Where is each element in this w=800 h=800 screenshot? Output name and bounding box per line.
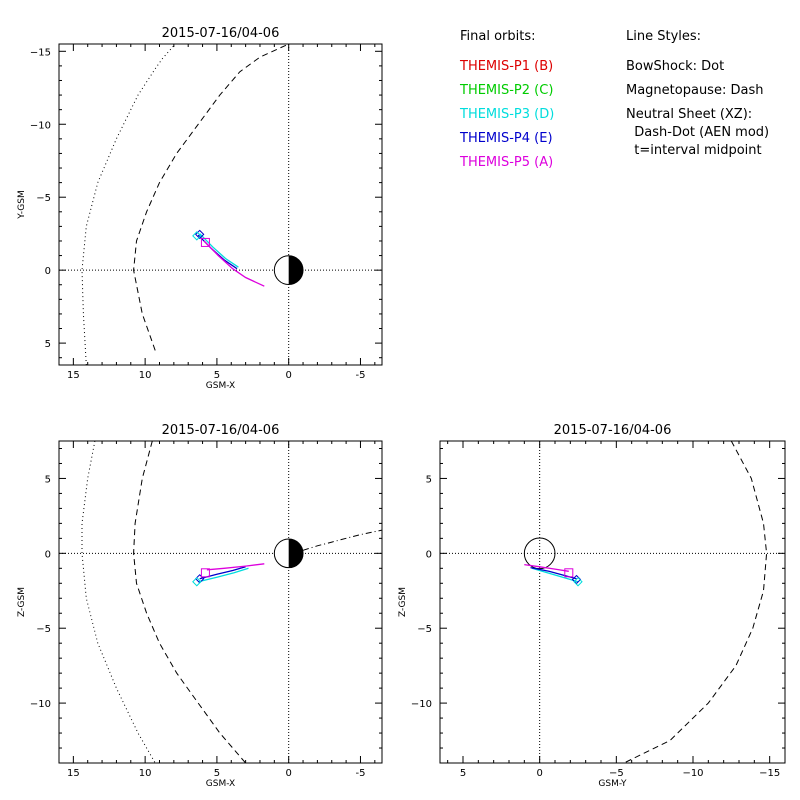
orbit-themis-p3-d [199, 233, 239, 268]
x-tick-label: 0 [286, 768, 292, 779]
y-tick-label: 5 [45, 474, 51, 485]
x-axis-label: GSM-X [206, 779, 235, 789]
legend-probe: THEMIS-P1 (B) [459, 59, 553, 74]
earth-nightside [288, 255, 304, 285]
x-axis-label: GSM-X [206, 381, 235, 391]
y-tick-label: −10 [30, 120, 51, 131]
x-tick-label: 15 [67, 370, 80, 381]
plot-frame [58, 43, 383, 366]
y-tick-label: −15 [30, 47, 51, 58]
legend-style: Magnetopause: Dash [626, 83, 763, 98]
legend-probe: THEMIS-P4 (E) [459, 131, 553, 146]
orbit-themis-p5-a [524, 563, 569, 572]
orbit-themis-p3-d [198, 567, 249, 583]
probe-marker-diamond [192, 577, 202, 587]
y-tick-label: 5 [45, 339, 51, 350]
legend-style: Neutral Sheet (XZ): [626, 107, 752, 122]
legend: Final orbits: THEMIS-P1 (B) THEMIS-P2 (C) T… [459, 29, 769, 170]
probe-marker-diamond [192, 231, 202, 241]
magnetopause-curve [623, 441, 768, 763]
x-tick-label: 10 [139, 768, 152, 779]
y-axis-label: Z-GSM [17, 587, 27, 617]
y-tick-label: −10 [411, 699, 432, 710]
plot-area [440, 441, 785, 763]
probe-marker-square [200, 237, 210, 247]
orbit-themis-p3-d [531, 567, 579, 583]
earth-outline [523, 537, 556, 570]
y-tick-label: 0 [426, 549, 432, 560]
x-tick-label: 5 [214, 768, 220, 779]
x-tick-label: 0 [536, 768, 542, 779]
y-tick-label: −10 [30, 699, 51, 710]
legend-probe: THEMIS-P3 (D) [459, 107, 554, 122]
orbits-header: Final orbits: [460, 29, 536, 44]
y-tick-label: 0 [45, 549, 51, 560]
probe-marker-diamond [571, 574, 582, 585]
bowshock-curve [81, 44, 176, 365]
legend-style: Dash-Dot (AEN mod) [626, 125, 769, 140]
panel-title: 2015-07-16/04-06 [554, 423, 672, 438]
x-tick-label: −10 [682, 768, 703, 779]
x-tick-label: −5 [609, 768, 624, 779]
x-tick-label: 15 [67, 768, 80, 779]
x-tick-label: -5 [355, 370, 365, 381]
probe-marker-diamond [573, 577, 583, 587]
panel-yz: 5 0 −5 −10 −15 5 0 −5 −10 2015-07-16/04-06 GSM-Y Z-… [398, 423, 786, 789]
x-tick-label: 5 [460, 768, 466, 779]
y-tick-label: 5 [426, 474, 432, 485]
styles-header: Line Styles: [626, 29, 701, 44]
y-tick-label: −5 [417, 624, 432, 635]
x-tick-label: -5 [355, 768, 365, 779]
magnetopause-curve [133, 441, 246, 763]
legend-probe: THEMIS-P2 (C) [459, 83, 553, 98]
x-tick-label: 0 [286, 370, 292, 381]
y-tick-label: 0 [45, 266, 51, 277]
orbit-themis-p5-a [203, 240, 265, 287]
plot-frame [439, 440, 786, 764]
panel-xy: 15 10 5 0 -5 5 0 −5 −10 −15 2015-07-16/04-06 GSM-X Y… [17, 26, 383, 391]
magnetopause-curve [133, 44, 289, 351]
panel-xz: 15 10 5 0 -5 5 0 −5 −10 2015-07-16/04-06 GSM-X Z-GS… [17, 423, 383, 789]
orbit-themis-p5-a [206, 563, 265, 571]
probe-marker-square [200, 568, 210, 578]
y-axis-label: Y-GSM [17, 190, 27, 219]
y-tick-label: −5 [36, 624, 51, 635]
plot-area [59, 441, 382, 763]
earth-nightside [288, 538, 304, 568]
x-tick-label: 10 [139, 370, 152, 381]
probe-marker-diamond [194, 229, 205, 240]
x-tick-label: 5 [214, 370, 220, 381]
x-axis-label: GSM-Y [598, 779, 627, 789]
panel-title: 2015-07-16/04-06 [162, 26, 280, 41]
panel-title: 2015-07-16/04-06 [162, 423, 280, 438]
bowshock-curve [81, 441, 156, 763]
legend-style: t=interval midpoint [626, 143, 762, 158]
plot-area [59, 44, 382, 365]
legend-probe: THEMIS-P5 (A) [459, 155, 553, 170]
legend-style: BowShock: Dot [626, 59, 724, 74]
plot-frame [58, 440, 383, 764]
x-tick-label: −15 [759, 768, 780, 779]
y-axis-label: Z-GSM [398, 587, 408, 617]
neutral-sheet-curve [302, 529, 382, 551]
probe-marker-square [564, 568, 574, 578]
y-tick-label: −5 [36, 193, 51, 204]
